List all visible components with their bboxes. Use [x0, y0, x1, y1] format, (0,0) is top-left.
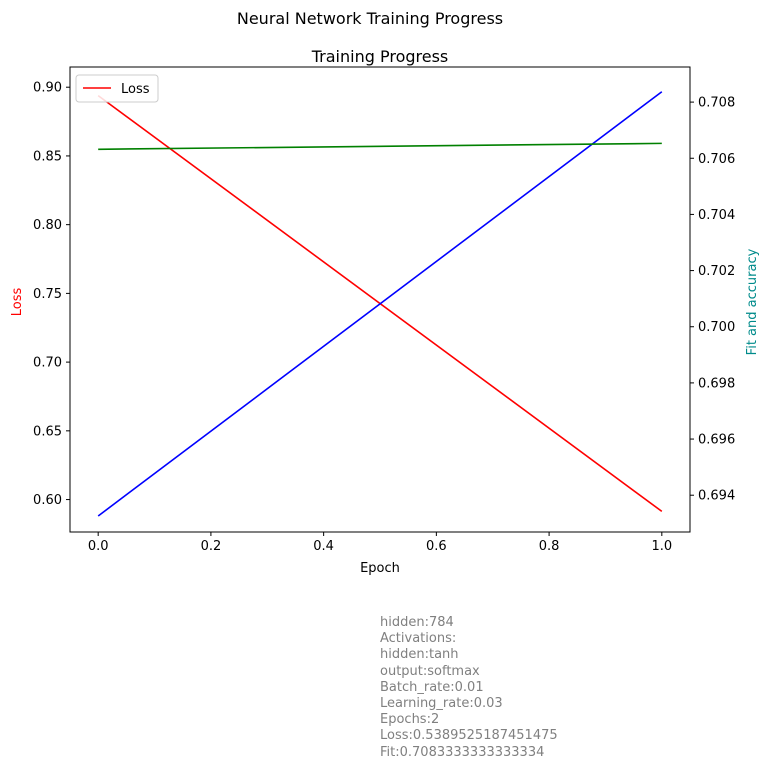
y-axis-left-ticks: 0.60 0.65 0.70 0.75 0.80 0.85 0.90 [33, 81, 70, 508]
info-hidden-activation: hidden:tanh [380, 647, 459, 663]
series-layer [97, 91, 663, 517]
y-right-tick-label: 0.700 [698, 320, 735, 335]
info-activations: Activations: [380, 631, 457, 647]
legend: Loss [75, 74, 159, 103]
legend-loss-label: Loss [121, 82, 150, 97]
info-loss: Loss:0.5389525187451475 [380, 728, 558, 744]
x-tick-label: 0.2 [201, 539, 222, 554]
x-tick-label: 0.8 [539, 539, 560, 554]
chart-title: Training Progress [311, 47, 449, 66]
y-axis-right-label: Fit and accuracy [745, 248, 760, 355]
info-batch-rate: Batch_rate:0.01 [380, 679, 484, 695]
y-left-tick-label: 0.65 [33, 424, 62, 439]
y-right-tick-label: 0.694 [698, 489, 735, 504]
series-line-right-axis-series-2 [98, 142, 662, 151]
x-tick-label: 0.4 [313, 539, 334, 554]
y-left-tick-label: 0.80 [33, 218, 62, 233]
y-axis-right-ticks: 0.694 0.696 0.698 0.700 0.702 0.704 0.706 0.708 [690, 96, 735, 504]
x-axis-ticks: 0.0 0.2 0.4 0.6 0.8 1.0 [88, 532, 672, 554]
info-hidden: hidden:784 [380, 615, 454, 630]
info-output-activation: output:softmax [380, 663, 480, 679]
y-left-tick-label: 0.60 [33, 493, 62, 508]
y-right-tick-label: 0.702 [698, 264, 735, 279]
y-axis-left-label: Loss [10, 288, 25, 317]
x-axis-label: Epoch [360, 561, 400, 576]
model-info: hidden:784 Activations: hidden:tanh outp… [380, 615, 558, 761]
y-right-tick-label: 0.704 [698, 208, 735, 223]
x-tick-label: 1.0 [651, 539, 672, 554]
y-right-tick-label: 0.698 [698, 376, 735, 391]
x-tick-label: 0.6 [426, 539, 447, 554]
y-right-tick-label: 0.706 [698, 152, 735, 167]
series-line-right-axis-series-1 [97, 91, 663, 517]
y-right-tick-label: 0.696 [698, 433, 735, 448]
plot-frame [69, 66, 691, 533]
plot-area [70, 67, 690, 532]
x-tick-label: 0.0 [88, 539, 109, 554]
info-epochs: Epochs:2 [380, 712, 440, 728]
legend-box [75, 74, 159, 103]
y-left-tick-label: 0.70 [33, 356, 62, 371]
y-left-tick-label: 0.75 [33, 287, 62, 302]
y-left-tick-label: 0.90 [33, 81, 62, 96]
info-learning-rate: Learning_rate:0.03 [380, 696, 503, 712]
figure-title: Neural Network Training Progress [237, 9, 503, 28]
y-right-tick-label: 0.708 [698, 96, 735, 111]
info-fit: Fit:0.7083333333333334 [380, 744, 545, 760]
y-left-tick-label: 0.85 [33, 149, 62, 164]
